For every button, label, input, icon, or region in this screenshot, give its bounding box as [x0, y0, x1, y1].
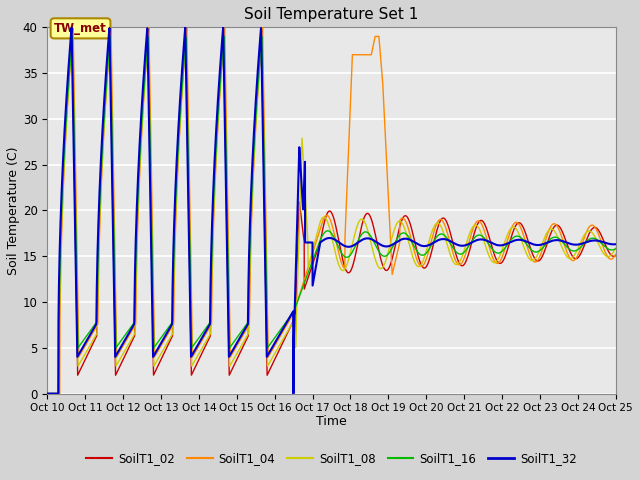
SoilT1_32 — [413, 241, 421, 247]
SoilT1_08 — [511, 225, 518, 230]
SoilT1_04 — [44, 391, 51, 396]
SoilT1_32 — [44, 391, 51, 396]
Text: TW_met: TW_met — [54, 22, 107, 35]
SoilT1_16 — [413, 248, 421, 254]
SoilT1_04 — [612, 251, 620, 257]
Line: SoilT1_32: SoilT1_32 — [47, 27, 616, 394]
SoilT1_08 — [385, 249, 392, 255]
SoilT1_32 — [181, 24, 189, 30]
SoilT1_32 — [147, 210, 154, 216]
SoilT1_16 — [612, 246, 620, 252]
SoilT1_32 — [468, 240, 476, 245]
Line: SoilT1_04: SoilT1_04 — [47, 27, 616, 394]
SoilT1_02 — [511, 225, 518, 230]
SoilT1_16 — [260, 188, 268, 193]
Legend: SoilT1_02, SoilT1_04, SoilT1_08, SoilT1_16, SoilT1_32: SoilT1_02, SoilT1_04, SoilT1_08, SoilT1_… — [82, 447, 581, 469]
SoilT1_02 — [44, 391, 51, 396]
Line: SoilT1_16: SoilT1_16 — [47, 36, 616, 394]
SoilT1_04 — [145, 24, 153, 30]
SoilT1_04 — [147, 129, 154, 135]
SoilT1_08 — [147, 175, 154, 181]
SoilT1_16 — [147, 168, 154, 173]
SoilT1_32 — [612, 241, 620, 247]
SoilT1_16 — [511, 234, 518, 240]
SoilT1_02 — [147, 204, 154, 210]
X-axis label: Time: Time — [316, 415, 347, 428]
SoilT1_02 — [413, 249, 421, 255]
SoilT1_16 — [44, 391, 51, 396]
SoilT1_08 — [260, 196, 268, 202]
SoilT1_08 — [44, 391, 51, 396]
SoilT1_02 — [385, 266, 392, 272]
Y-axis label: Soil Temperature (C): Soil Temperature (C) — [7, 146, 20, 275]
SoilT1_08 — [220, 34, 228, 39]
SoilT1_04 — [468, 230, 476, 236]
SoilT1_32 — [260, 231, 268, 237]
SoilT1_16 — [220, 34, 228, 39]
SoilT1_16 — [385, 251, 392, 257]
SoilT1_32 — [385, 243, 392, 249]
Line: SoilT1_02: SoilT1_02 — [47, 27, 616, 394]
SoilT1_04 — [413, 257, 421, 263]
Line: SoilT1_08: SoilT1_08 — [47, 36, 616, 394]
SoilT1_04 — [260, 144, 268, 149]
SoilT1_02 — [260, 220, 268, 226]
SoilT1_08 — [413, 263, 421, 269]
SoilT1_04 — [511, 220, 518, 226]
SoilT1_08 — [612, 245, 620, 251]
SoilT1_08 — [468, 226, 476, 232]
SoilT1_02 — [612, 252, 620, 258]
SoilT1_04 — [385, 194, 392, 200]
SoilT1_16 — [468, 239, 476, 244]
SoilT1_02 — [468, 240, 476, 246]
SoilT1_32 — [511, 238, 518, 243]
Title: Soil Temperature Set 1: Soil Temperature Set 1 — [244, 7, 419, 22]
SoilT1_02 — [144, 24, 152, 30]
